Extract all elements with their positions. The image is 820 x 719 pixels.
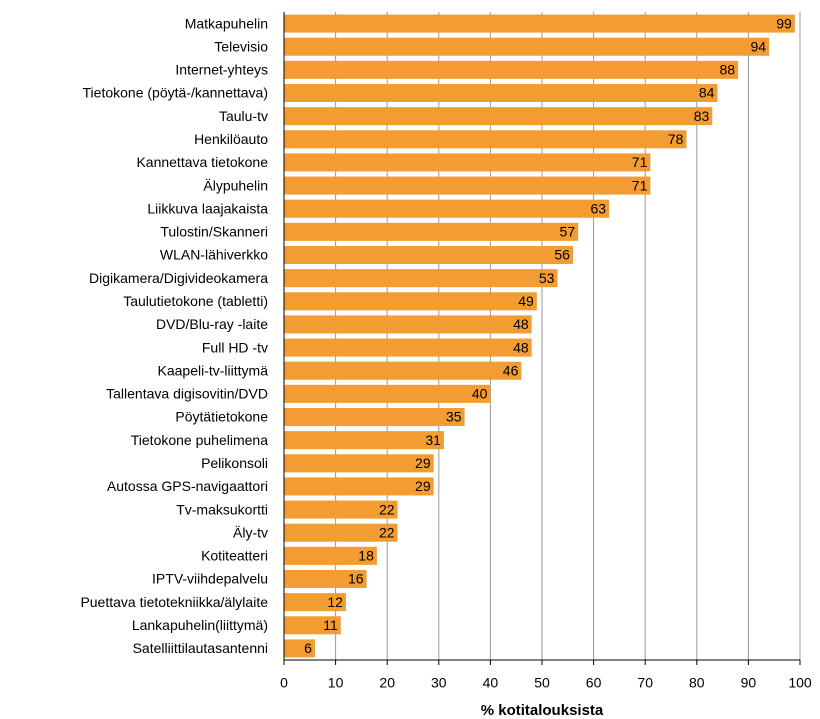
y-tick-label: IPTV-viihdepalvelu xyxy=(152,571,268,587)
y-tick-label: Puettava tietotekniikka/älylaite xyxy=(80,594,268,610)
data-label: 35 xyxy=(446,409,462,425)
data-label: 53 xyxy=(539,270,555,286)
bar xyxy=(284,569,367,589)
y-tick-label: Matkapuhelin xyxy=(185,15,268,31)
data-label: 18 xyxy=(358,548,374,564)
data-label: 6 xyxy=(304,640,312,656)
data-label: 22 xyxy=(379,524,395,540)
x-axis-title: % kotitalouksista xyxy=(481,702,604,719)
bar xyxy=(284,14,795,33)
data-label: 84 xyxy=(699,85,715,101)
x-tick-label: 20 xyxy=(379,675,395,691)
y-tick-label: Kaapeli-tv-liittymä xyxy=(158,362,269,378)
bar xyxy=(284,500,398,519)
x-tick-label: 0 xyxy=(280,675,288,691)
bar xyxy=(284,222,579,241)
y-tick-label: Älypuhelin xyxy=(203,177,268,193)
bar xyxy=(284,37,770,56)
y-tick-label: Digikamera/Digivideokamera xyxy=(89,270,268,286)
bar xyxy=(284,361,522,380)
bar xyxy=(284,338,532,357)
x-tick-label: 100 xyxy=(788,675,812,691)
bar xyxy=(284,616,341,635)
bar xyxy=(284,130,687,149)
bar xyxy=(284,431,444,450)
bar xyxy=(284,245,573,265)
data-label: 11 xyxy=(323,617,338,633)
bar xyxy=(284,523,398,542)
y-tick-label: Henkilöauto xyxy=(194,131,268,147)
bar xyxy=(284,153,651,172)
x-tick-label: 90 xyxy=(741,675,757,691)
x-tick-label: 10 xyxy=(328,675,344,691)
y-tick-label: Taulutietokone (tabletti) xyxy=(123,293,268,309)
x-tick-label: 70 xyxy=(637,675,653,691)
data-label: 48 xyxy=(513,339,529,355)
data-label: 22 xyxy=(379,501,395,517)
y-tick-label: WLAN-lähiverkko xyxy=(160,247,268,263)
y-tick-label: Tv-maksukortti xyxy=(176,501,268,517)
data-label: 16 xyxy=(348,571,364,587)
data-label: 40 xyxy=(472,386,488,402)
bar xyxy=(284,454,434,473)
y-tick-label: Lankapuhelin(liittymä) xyxy=(132,617,268,633)
x-tick-label: 80 xyxy=(689,675,705,691)
y-tick-label: Äly-tv xyxy=(233,524,268,540)
y-tick-label: Tallentava digisovitin/DVD xyxy=(106,386,268,402)
data-label: 29 xyxy=(415,455,431,471)
y-tick-label: Pelikonsoli xyxy=(201,455,268,471)
data-label: 99 xyxy=(776,15,792,31)
y-tick-label: Liikkuva laajakaista xyxy=(147,200,268,216)
data-label: 83 xyxy=(694,108,710,124)
bar xyxy=(284,176,651,195)
bar xyxy=(284,83,718,103)
x-tick-label: 30 xyxy=(431,675,447,691)
bar xyxy=(284,199,610,218)
x-tick-label: 50 xyxy=(534,675,550,691)
data-label: 49 xyxy=(518,293,534,309)
y-tick-label: Televisio xyxy=(214,38,268,54)
y-tick-label: DVD/Blu-ray -laite xyxy=(156,316,268,332)
data-label: 12 xyxy=(327,594,343,610)
bar xyxy=(284,407,465,427)
x-tick-label: 60 xyxy=(586,675,602,691)
data-label: 71 xyxy=(632,154,648,170)
y-tick-label: Satelliittilautasantenni xyxy=(133,640,268,656)
y-tick-label: Full HD -tv xyxy=(202,339,268,355)
bar xyxy=(284,546,377,565)
y-tick-label: Kotiteatteri xyxy=(201,548,268,564)
y-tick-label: Tietokone puhelimena xyxy=(131,432,268,448)
y-tick-label: Taulu-tv xyxy=(219,108,268,124)
data-label: 57 xyxy=(560,224,576,240)
y-tick-label: Tietokone (pöytä-/kannettava) xyxy=(83,85,268,101)
bar xyxy=(284,107,713,126)
bar xyxy=(284,593,346,612)
data-label: 46 xyxy=(503,362,519,378)
bar xyxy=(284,384,491,403)
bar xyxy=(284,477,434,496)
y-tick-label: Pöytätietokone xyxy=(175,409,268,425)
data-label: 29 xyxy=(415,478,431,494)
data-label: 94 xyxy=(750,38,766,54)
data-label: 31 xyxy=(425,432,441,448)
data-label: 71 xyxy=(632,177,648,193)
bar xyxy=(284,269,558,288)
y-tick-label: Autossa GPS-navigaattori xyxy=(107,478,268,494)
y-tick-label: Kannettava tietokone xyxy=(136,154,268,170)
data-label: 88 xyxy=(720,62,736,78)
bar xyxy=(284,639,315,658)
data-label: 63 xyxy=(591,200,607,216)
y-tick-label: Internet-yhteys xyxy=(175,62,268,78)
bar xyxy=(284,315,532,334)
data-label: 48 xyxy=(513,316,529,332)
y-tick-label: Tulostin/Skanneri xyxy=(160,224,268,240)
data-label: 56 xyxy=(554,247,570,263)
data-label: 78 xyxy=(668,131,684,147)
bar xyxy=(284,292,537,311)
x-tick-label: 40 xyxy=(483,675,499,691)
bar xyxy=(284,60,739,79)
